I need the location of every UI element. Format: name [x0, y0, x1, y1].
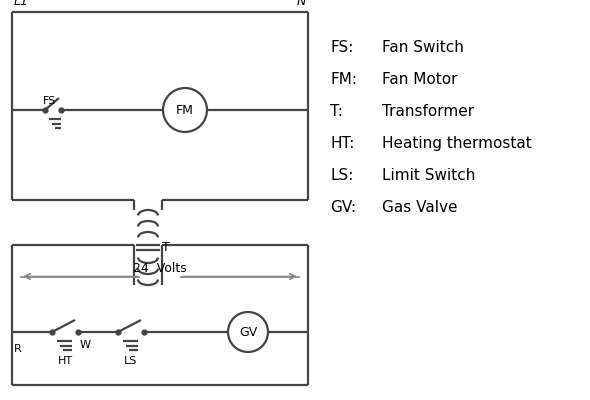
Text: FS:: FS:	[330, 40, 353, 55]
Text: T:: T:	[330, 104, 343, 119]
Text: LS:: LS:	[330, 168, 353, 183]
Text: GV: GV	[239, 326, 257, 338]
Text: R: R	[14, 344, 22, 354]
Text: 24  Volts: 24 Volts	[133, 262, 187, 274]
Text: T: T	[162, 241, 170, 254]
Text: LS: LS	[124, 356, 137, 366]
Text: N: N	[297, 0, 306, 8]
Text: Limit Switch: Limit Switch	[382, 168, 476, 183]
Text: FM: FM	[176, 104, 194, 116]
Text: HT: HT	[57, 356, 73, 366]
Text: Gas Valve: Gas Valve	[382, 200, 457, 215]
Text: L1: L1	[14, 0, 29, 8]
Text: Heating thermostat: Heating thermostat	[382, 136, 532, 151]
Text: Fan Switch: Fan Switch	[382, 40, 464, 55]
Text: Transformer: Transformer	[382, 104, 474, 119]
Text: W: W	[80, 340, 91, 350]
Text: GV:: GV:	[330, 200, 356, 215]
Text: FS: FS	[43, 96, 56, 106]
Text: FM:: FM:	[330, 72, 357, 87]
Text: Fan Motor: Fan Motor	[382, 72, 457, 87]
Text: HT:: HT:	[330, 136, 355, 151]
